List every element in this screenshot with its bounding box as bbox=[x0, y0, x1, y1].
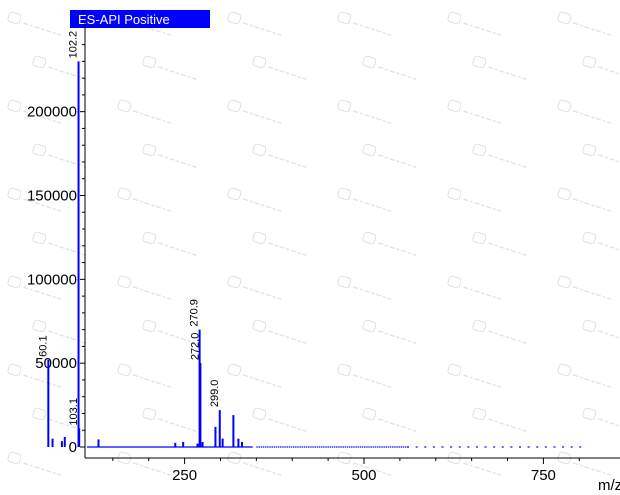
watermark-stamp bbox=[252, 319, 307, 344]
watermark-stamp bbox=[472, 319, 527, 344]
chart-title: ES-API Positive bbox=[78, 12, 170, 27]
watermark-stamp bbox=[7, 451, 62, 476]
watermark-stamp bbox=[142, 55, 197, 80]
y-axis: 0 50000 100000 150000 200000 bbox=[27, 10, 85, 456]
watermark-stamp bbox=[7, 187, 62, 212]
y-axis-tick-label: 50000 bbox=[35, 355, 77, 372]
x-axis-unit-label: m/z bbox=[598, 477, 620, 494]
watermark-stamp bbox=[472, 407, 527, 432]
watermark-stamp bbox=[227, 99, 282, 124]
watermark-layer bbox=[7, 11, 620, 476]
watermark-stamp bbox=[447, 451, 502, 476]
watermark-stamp bbox=[447, 11, 502, 36]
watermark-stamp bbox=[362, 407, 417, 432]
peak-label: 272.0 bbox=[189, 333, 201, 361]
peak-labels: 60.1 102.2 103.1 270.9 272.0 299.0 bbox=[37, 31, 220, 426]
watermark-stamp bbox=[582, 231, 620, 256]
watermark-stamp bbox=[362, 319, 417, 344]
y-axis-tick-label: 150000 bbox=[27, 187, 77, 204]
watermark-stamp bbox=[117, 99, 172, 124]
watermark-stamp bbox=[142, 407, 197, 432]
y-axis-tick-label: 0 bbox=[69, 439, 77, 456]
chart-title-background bbox=[70, 10, 210, 28]
watermark-stamp bbox=[32, 55, 87, 80]
peak-label: 103.1 bbox=[68, 398, 80, 426]
watermark-stamp bbox=[32, 231, 87, 256]
watermark-stamp bbox=[557, 11, 612, 36]
watermark-stamp bbox=[582, 143, 620, 168]
watermark-stamp bbox=[582, 55, 620, 80]
x-axis: 250 500 750 bbox=[112, 458, 580, 484]
watermark-stamp bbox=[472, 231, 527, 256]
watermark-stamp bbox=[337, 363, 392, 388]
watermark-stamp bbox=[227, 11, 282, 36]
y-axis-tick-label: 100000 bbox=[27, 271, 77, 288]
watermark-stamp bbox=[337, 187, 392, 212]
watermark-stamp bbox=[252, 143, 307, 168]
x-axis-tick-label: 250 bbox=[172, 467, 197, 484]
watermark-stamp bbox=[32, 319, 87, 344]
watermark-stamp bbox=[252, 231, 307, 256]
watermark-stamp bbox=[117, 187, 172, 212]
watermark-stamp bbox=[362, 231, 417, 256]
watermark-stamp bbox=[337, 11, 392, 36]
watermark-stamp bbox=[557, 187, 612, 212]
watermark-stamp bbox=[7, 275, 62, 300]
watermark-stamp bbox=[32, 143, 87, 168]
watermark-stamp bbox=[557, 275, 612, 300]
peak-label: 60.1 bbox=[37, 335, 49, 356]
watermark-stamp bbox=[447, 99, 502, 124]
watermark-stamp bbox=[447, 363, 502, 388]
watermark-stamp bbox=[7, 363, 62, 388]
watermark-stamp bbox=[362, 143, 417, 168]
watermark-stamp bbox=[337, 99, 392, 124]
watermark-stamp bbox=[227, 363, 282, 388]
watermark-stamp bbox=[337, 275, 392, 300]
watermark-stamp bbox=[227, 451, 282, 476]
watermark-stamp bbox=[557, 451, 612, 476]
x-axis-tick-label: 500 bbox=[351, 467, 376, 484]
watermark-stamp bbox=[142, 143, 197, 168]
y-axis-tick-label: 200000 bbox=[27, 104, 77, 121]
watermark-stamp bbox=[582, 407, 620, 432]
watermark-stamp bbox=[7, 11, 62, 36]
watermark-stamp bbox=[142, 231, 197, 256]
peak-label: 299.0 bbox=[209, 380, 221, 408]
watermark-stamp bbox=[447, 275, 502, 300]
watermark-stamp bbox=[117, 451, 172, 476]
peak-label: 270.9 bbox=[189, 299, 201, 327]
x-axis-tick-label: 750 bbox=[531, 467, 556, 484]
watermark-stamp bbox=[472, 55, 527, 80]
watermark-stamp bbox=[362, 55, 417, 80]
peak-series bbox=[47, 61, 582, 448]
watermark-stamp bbox=[337, 451, 392, 476]
watermark-stamp bbox=[142, 319, 197, 344]
watermark-stamp bbox=[227, 187, 282, 212]
watermark-stamp bbox=[227, 275, 282, 300]
watermark-stamp bbox=[472, 143, 527, 168]
watermark-stamp bbox=[557, 99, 612, 124]
watermark-stamp bbox=[252, 55, 307, 80]
watermark-stamp bbox=[252, 407, 307, 432]
watermark-stamp bbox=[117, 363, 172, 388]
watermark-stamp bbox=[117, 275, 172, 300]
watermark-stamp bbox=[7, 99, 62, 124]
watermark-stamp bbox=[557, 363, 612, 388]
watermark-stamp bbox=[447, 187, 502, 212]
watermark-stamp bbox=[582, 319, 620, 344]
peak-label: 102.2 bbox=[68, 31, 80, 59]
